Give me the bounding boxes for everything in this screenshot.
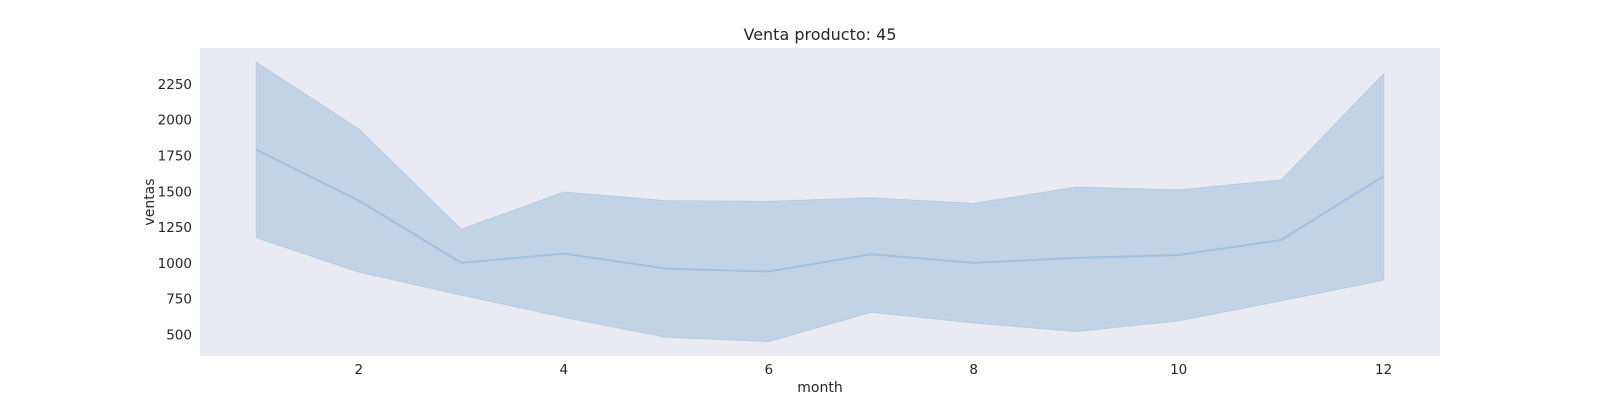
line-layer: [255, 148, 1385, 273]
x-tick-label: 4: [560, 362, 569, 378]
x-axis-label: month: [797, 380, 842, 396]
confidence-band: [255, 61, 1385, 343]
confidence-band-layer: [255, 61, 1385, 343]
y-tick-label: 2000: [158, 113, 192, 129]
x-tick-label: 10: [1170, 362, 1187, 378]
y-tick-label: 1000: [158, 256, 192, 272]
x-tick-label: 12: [1375, 362, 1392, 378]
y-tick-labels: 500 750 1000 1250 1500 1750 2000 2250: [158, 77, 192, 344]
x-tick-label: 2: [355, 362, 364, 378]
x-tick-label: 6: [764, 362, 773, 378]
y-axis-label: ventas: [142, 178, 158, 225]
series-line: [255, 148, 1385, 273]
y-tick-label: 1750: [158, 148, 192, 164]
x-tick-labels: 2 4 6 8 10 12: [355, 362, 1393, 378]
y-tick-label: 750: [166, 292, 192, 308]
y-tick-label: 1500: [158, 184, 192, 200]
y-tick-label: 1250: [158, 220, 192, 236]
chart-title: Venta producto: 45: [743, 25, 896, 44]
y-tick-label: 2250: [158, 77, 192, 93]
y-tick-label: 500: [166, 328, 192, 344]
x-tick-label: 8: [969, 362, 978, 378]
